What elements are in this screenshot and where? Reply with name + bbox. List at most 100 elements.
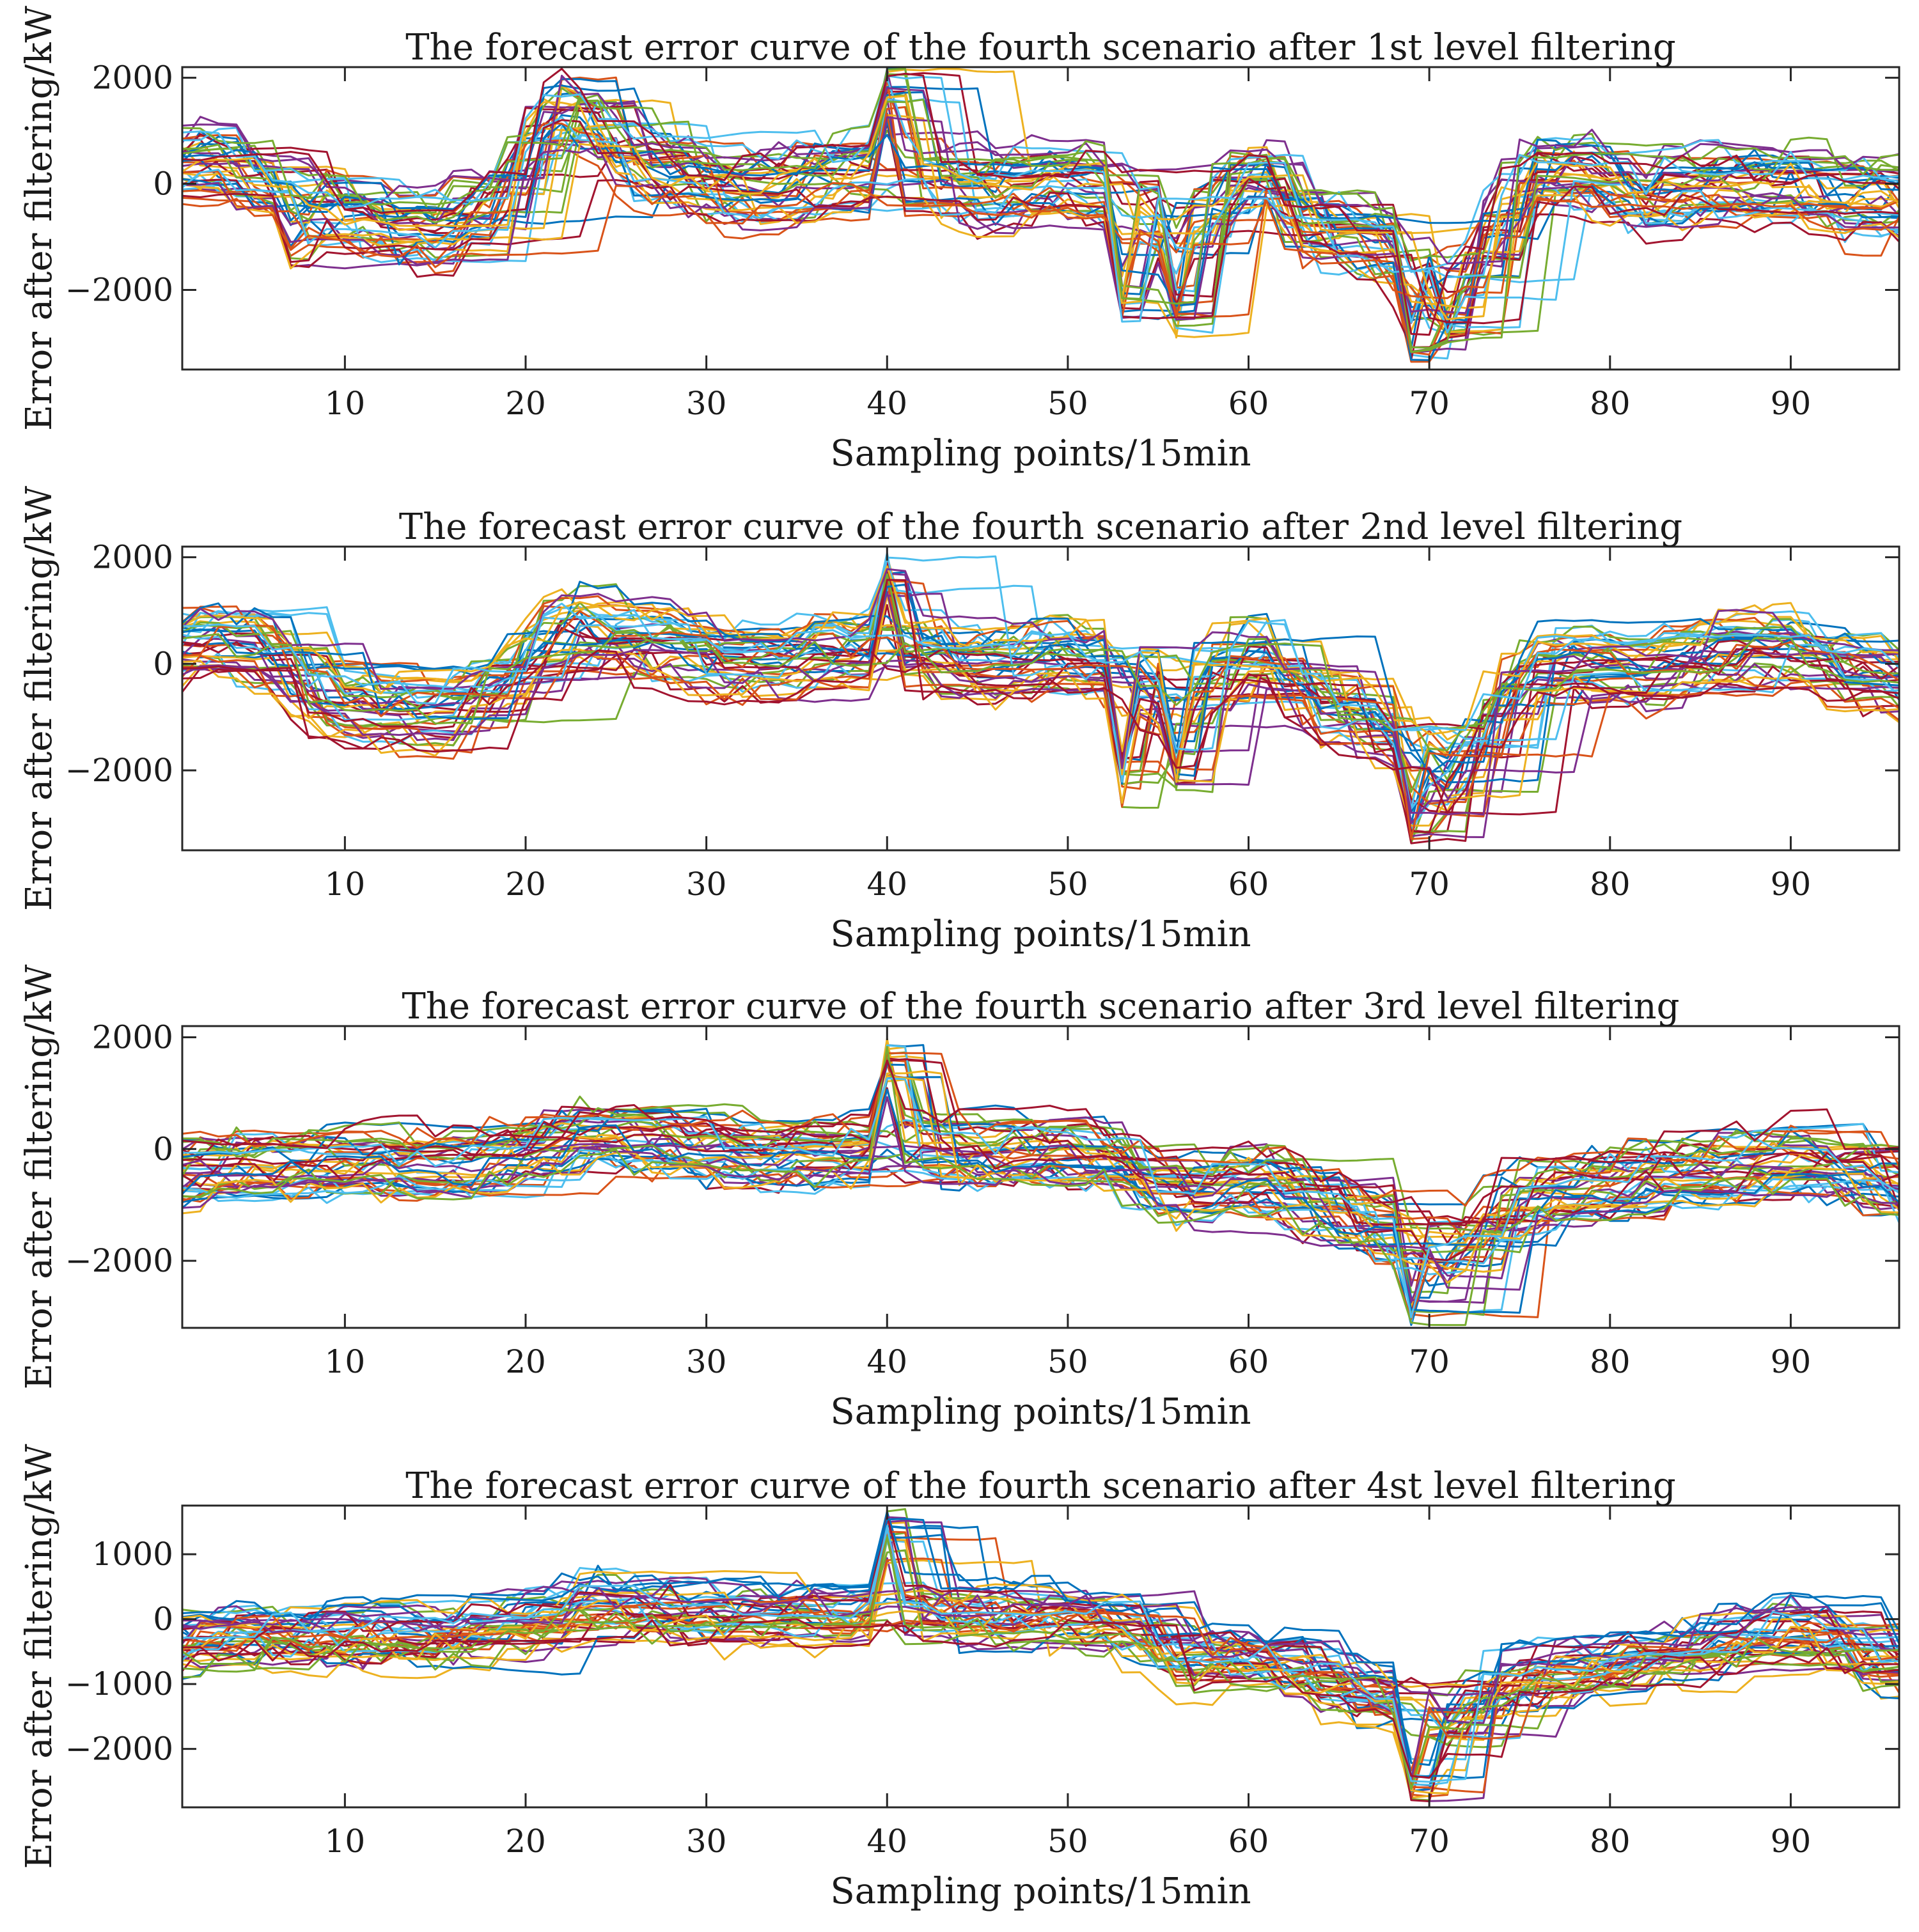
chart-title: The forecast error curve of the fourth s… (405, 1465, 1676, 1507)
series-line (182, 594, 1899, 827)
series-line (182, 593, 1899, 801)
series-line (182, 116, 1899, 334)
x-tick-label: 60 (1228, 385, 1269, 422)
series-line (182, 1608, 1899, 1772)
x-tick-label: 70 (1409, 1343, 1450, 1380)
x-tick-label: 10 (325, 866, 366, 903)
y-tick-label: 0 (153, 1130, 173, 1167)
series-line (182, 610, 1899, 774)
series-line (182, 121, 1899, 348)
x-tick-label: 50 (1047, 385, 1088, 422)
x-tick-label: 10 (325, 1343, 366, 1380)
x-tick-label: 50 (1047, 1823, 1088, 1860)
x-tick-label: 40 (866, 1343, 907, 1380)
y-axis-label: Error after filtering/kW (19, 486, 60, 911)
series-line (182, 562, 1899, 760)
series-line (182, 1536, 1899, 1790)
x-tick-label: 20 (505, 385, 546, 422)
y-tick-label: 0 (153, 166, 173, 203)
x-tick-label: 70 (1409, 385, 1450, 422)
series-line (182, 116, 1899, 321)
series-line (182, 1584, 1899, 1781)
x-tick-label: 70 (1409, 866, 1450, 903)
series-line (182, 106, 1899, 335)
y-tick-label: 2000 (92, 539, 173, 576)
y-tick-label: 1000 (92, 1536, 173, 1573)
axes-frame (181, 1025, 1900, 1329)
y-tick-label: −2000 (65, 272, 173, 309)
x-tick-label: 30 (686, 866, 727, 903)
series-line (182, 568, 1899, 816)
x-tick-label: 70 (1409, 1823, 1450, 1860)
x-axis-label: Sampling points/15min (830, 914, 1251, 955)
chart-panel-4: 10 20 30 40 50 60 70 80 90 −2000 −1000 0 1000 The for… (19, 1444, 1900, 1912)
series-line (182, 632, 1899, 731)
y-axis-label: Error after filtering/kW (19, 6, 60, 431)
series-line (182, 1045, 1899, 1327)
y-tick-label: 2000 (92, 59, 173, 97)
x-tick-label: 40 (866, 385, 907, 422)
x-tick-label: 10 (325, 385, 366, 422)
y-tick-label: −2000 (65, 752, 173, 789)
series-line (182, 1059, 1899, 1225)
series-line (182, 570, 1899, 845)
y-axis-label: Error after filtering/kW (19, 1444, 60, 1869)
y-tick-label: −2000 (65, 1242, 173, 1279)
x-tick-label: 60 (1228, 1343, 1269, 1380)
axes-frame (181, 1504, 1900, 1809)
x-tick-label: 50 (1047, 1343, 1088, 1380)
x-tick-label: 10 (325, 1823, 366, 1860)
series-line (182, 1051, 1899, 1295)
x-tick-label: 60 (1228, 1823, 1269, 1860)
chart-title: The forecast error curve of the fourth s… (405, 27, 1676, 68)
y-tick-label: −2000 (65, 1731, 173, 1768)
series-line (182, 1075, 1899, 1273)
series-line (182, 68, 1899, 322)
x-tick-label: 20 (505, 866, 546, 903)
series-line (182, 555, 1899, 810)
axes-frame (181, 545, 1900, 852)
x-tick-label: 80 (1590, 1823, 1631, 1860)
y-tick-label: −1000 (65, 1665, 173, 1702)
series-line (182, 182, 1899, 318)
x-axis-label: Sampling points/15min (830, 1391, 1251, 1433)
x-tick-label: 30 (686, 1343, 727, 1380)
x-axis-label: Sampling points/15min (830, 433, 1251, 474)
series-line (182, 119, 1899, 325)
chart-panel-2: 10 20 30 40 50 60 70 80 90 −2000 0 2000 The forecast… (19, 486, 1900, 955)
series-line (182, 1096, 1899, 1291)
x-tick-label: 80 (1590, 1343, 1631, 1380)
series-line (182, 98, 1899, 349)
x-tick-label: 60 (1228, 866, 1269, 903)
y-tick-label: 0 (153, 1601, 173, 1638)
series-line (182, 1149, 1899, 1265)
series-line (182, 610, 1899, 840)
x-tick-label: 30 (686, 1823, 727, 1860)
series-line (182, 68, 1899, 336)
x-tick-label: 90 (1771, 1823, 1812, 1860)
series-group (182, 1038, 1899, 1327)
series-line (182, 604, 1899, 816)
chart-panel-1: 10 20 30 40 50 60 70 80 90 −2000 0 2000 The forecast… (19, 6, 1900, 474)
axes-frame (181, 66, 1900, 371)
series-line (182, 563, 1899, 834)
series-line (182, 1058, 1899, 1227)
series-line (182, 84, 1899, 318)
series-line (182, 583, 1899, 777)
series-line (182, 1088, 1899, 1314)
series-line (182, 579, 1899, 814)
x-tick-label: 90 (1771, 866, 1812, 903)
series-line (182, 591, 1899, 825)
series-group (182, 68, 1899, 363)
series-line (182, 634, 1899, 837)
x-tick-label: 80 (1590, 866, 1631, 903)
x-tick-label: 80 (1590, 385, 1631, 422)
x-tick-label: 20 (505, 1343, 546, 1380)
series-line (182, 1058, 1899, 1233)
series-line (182, 1143, 1899, 1303)
series-line (182, 73, 1899, 354)
y-tick-label: 2000 (92, 1018, 173, 1056)
y-tick-label: 0 (153, 645, 173, 682)
series-line (182, 1534, 1899, 1789)
